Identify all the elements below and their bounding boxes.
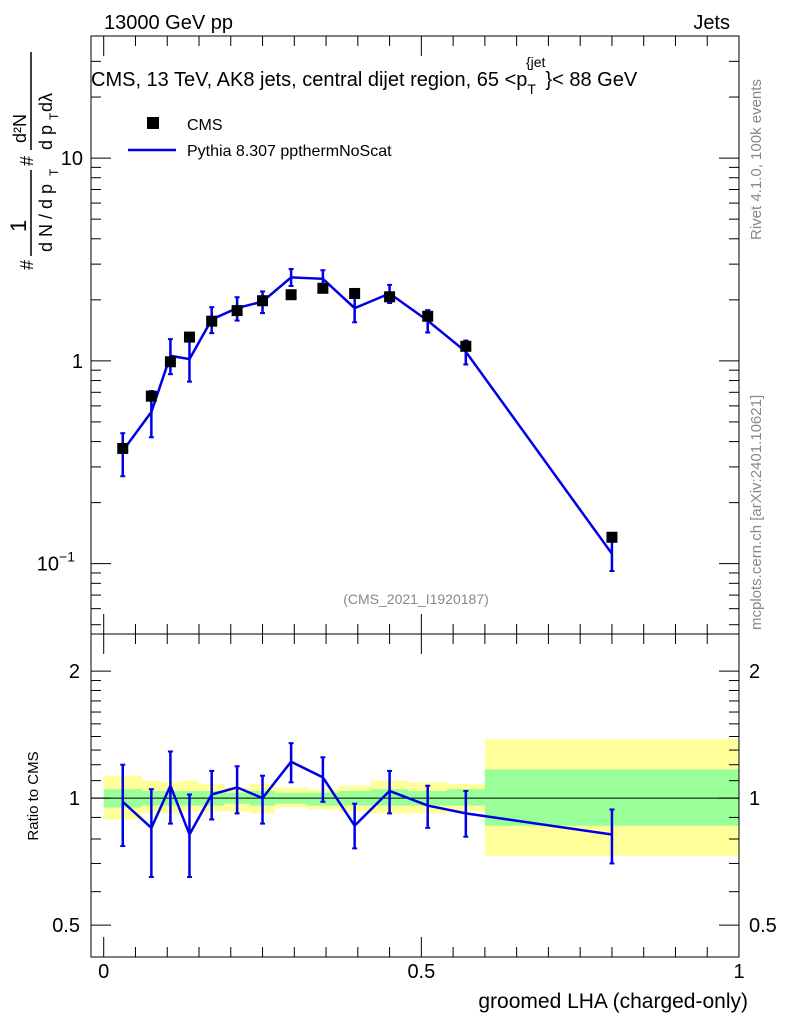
- cms-data-point: [145, 390, 157, 402]
- main-y-tick-label: 10−1: [37, 549, 75, 576]
- mcplots-label: mcplots.cern.ch [arXiv:2401.10621]: [748, 395, 765, 630]
- ratio-axis-ticks: [91, 634, 740, 957]
- title-sup: {jet: [526, 54, 546, 70]
- ylabel-frac-bottom: d N / d p: [36, 184, 56, 252]
- main-y-axis-label: # 1 d N / d p T # d²N d p T dλ: [6, 52, 61, 270]
- ratio-y-tick-label-left: 1: [69, 788, 80, 810]
- cms-data-point: [317, 282, 329, 294]
- plot-title: CMS, 13 TeV, AK8 jets, central dijet reg…: [91, 54, 638, 97]
- ylabel-sub-T-2: T: [47, 112, 61, 120]
- title-main: CMS, 13 TeV, AK8 jets, central dijet reg…: [91, 69, 527, 91]
- legend-pythia-label: Pythia 8.307 ppthermNoScat: [187, 143, 392, 160]
- ratio-pythia-line: [121, 760, 613, 838]
- x-tick-labels: 0 0.5 1: [98, 961, 744, 983]
- ratio-y-tick-label-left: 2: [69, 661, 80, 683]
- ratio-y-tick-label-left: 0.5: [52, 915, 80, 937]
- ratio-frame: [90, 633, 740, 958]
- legend-cms-marker: [147, 117, 159, 129]
- ratio-y-tick-label-right: 2: [749, 661, 760, 683]
- main-panel: 10−1 1 10 CMS, 13 TeV, AK8 jets, central d…: [6, 35, 740, 635]
- cms-data-point: [164, 356, 176, 368]
- header-energy-label: 13000 GeV pp: [104, 12, 233, 34]
- analysis-watermark: (CMS_2021_I1920187): [343, 591, 489, 607]
- main-y-tick-label: 10: [61, 148, 83, 170]
- pythia-line: [121, 276, 613, 555]
- cms-data-point: [231, 305, 243, 317]
- ratio-y-axis-label: Ratio to CMS: [25, 751, 42, 840]
- title-tail: }< 88 GeV: [545, 69, 637, 91]
- header-jets-label: Jets: [693, 12, 730, 34]
- main-y-tick-labels: 10−1 1 10: [37, 148, 83, 576]
- ylabel-one: 1: [6, 220, 31, 232]
- cms-data-point: [285, 289, 297, 301]
- ratio-y-tick-labels: 0.5 0.5 1 1 2 2: [52, 661, 777, 937]
- x-tick-label: 0.5: [407, 961, 435, 983]
- ylabel-sub-T: T: [47, 168, 61, 176]
- rivet-label: Rivet 4.1.0, 100k events: [748, 79, 765, 240]
- legend: CMS Pythia 8.307 ppthermNoScat: [128, 117, 392, 160]
- cms-data-point: [257, 295, 269, 307]
- cms-data-point: [384, 291, 396, 303]
- main-y-tick-label: 1: [72, 351, 83, 373]
- cms-data-point: [206, 315, 218, 327]
- ylabel-dp: d p: [36, 125, 56, 150]
- cms-data-point: [606, 531, 618, 543]
- ratio-y-tick-label-right: 1: [749, 788, 760, 810]
- ylabel-hash-2: #: [17, 156, 37, 166]
- x-axis-label: groomed LHA (charged-only): [478, 990, 748, 1013]
- cms-data-point: [183, 331, 195, 343]
- title-sub: T: [527, 81, 536, 97]
- cms-data-point: [422, 310, 434, 322]
- ratio-panel: 0.5 0.51 12 2 0 0.5 1 Ratio to CMS groomed LH…: [25, 633, 777, 1013]
- x-tick-label: 1: [733, 961, 744, 983]
- main-axis-ticks: [91, 35, 740, 634]
- x-tick-label: 0: [98, 961, 109, 983]
- cms-data-point: [117, 442, 129, 454]
- legend-cms-label: CMS: [187, 117, 223, 134]
- ylabel-d2N: d²N: [10, 114, 30, 143]
- ratio-y-tick-label-right: 0.5: [749, 915, 777, 937]
- cms-data-point: [349, 287, 361, 299]
- ylabel-dlambda: dλ: [36, 93, 56, 112]
- ylabel-hash-1: #: [17, 260, 37, 270]
- cms-data-point: [460, 340, 472, 352]
